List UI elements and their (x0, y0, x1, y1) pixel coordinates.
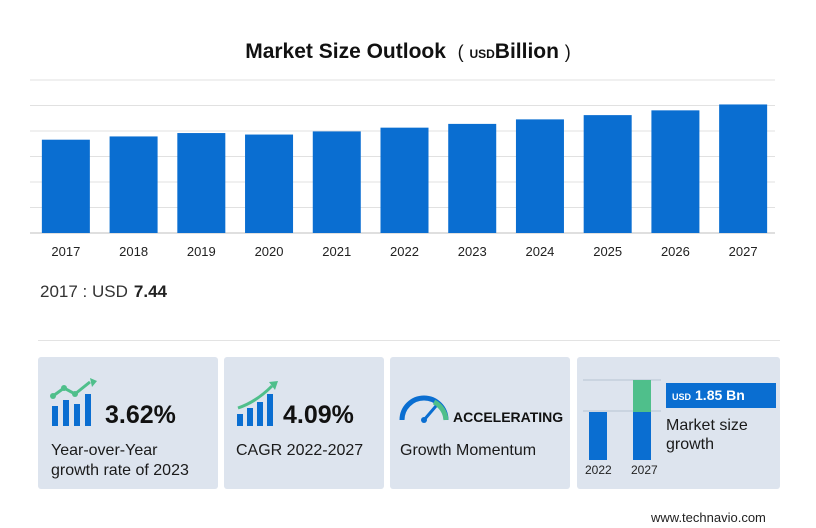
mini-year-end: 2027 (631, 463, 658, 477)
x-tick-label: 2019 (187, 244, 216, 259)
bar-2026 (651, 110, 700, 233)
x-tick-label: 2025 (593, 244, 622, 259)
base-year-value: 2017 : USD 7.44 (40, 282, 167, 302)
x-tick-label: 2018 (119, 244, 148, 259)
title-close-paren: ) (564, 42, 571, 62)
yoy-label-line2: growth rate of 2023 (51, 462, 189, 479)
increment-badge: USD 1.85 Bn (666, 383, 776, 408)
bar-2027 (719, 104, 768, 233)
x-tick-label: 2020 (255, 244, 284, 259)
bar-2025 (583, 115, 632, 233)
momentum-card (390, 357, 570, 489)
bar-2024 (515, 119, 564, 233)
bar-chart: 2017 2018 2019 2020 2021 2022 2023 2024 2025 2026… (30, 79, 775, 259)
x-tick-label: 2027 (729, 244, 758, 259)
badge-prefix: USD (672, 392, 692, 402)
rising-bars-icon (237, 381, 278, 426)
title-unit-prefix: USD (469, 47, 495, 61)
growth-chart-icon (50, 378, 97, 426)
x-tick-label: 2026 (661, 244, 690, 259)
bar-2023 (448, 123, 497, 233)
mini-bar-2022 (589, 412, 607, 460)
bar-2017 (41, 139, 90, 233)
chart-title: Market Size Outlook ( USDBillion ) (0, 40, 816, 64)
base-label: 2017 : USD (40, 282, 128, 301)
x-tick-label: 2022 (390, 244, 419, 259)
yoy-value: 3.62% (105, 401, 176, 429)
bar-2019 (177, 133, 226, 233)
mini-year-start: 2022 (585, 463, 612, 477)
title-main: Market Size Outlook (245, 40, 446, 63)
base-number: 7.44 (133, 282, 167, 301)
x-tick-label: 2024 (525, 244, 554, 259)
bar-2021 (312, 131, 361, 233)
badge-value: 1.85 Bn (695, 387, 745, 403)
cagr-value: 4.09% (283, 401, 354, 429)
section-divider (38, 340, 780, 341)
speedometer-icon (399, 395, 449, 423)
bar-2018 (109, 136, 158, 233)
x-tick-label: 2021 (322, 244, 351, 259)
bar-2022 (380, 127, 429, 233)
title-open-paren: ( (457, 42, 464, 62)
x-tick-label: 2023 (458, 244, 487, 259)
mini-bar-increment (633, 380, 651, 412)
increment-mini-chart (583, 379, 661, 460)
footer-url: www.technavio.com (651, 510, 766, 525)
yoy-label-line1: Year-over-Year (51, 442, 158, 459)
increment-label-line2: growth (666, 436, 715, 453)
increment-label-line1: Market size (666, 417, 748, 434)
x-tick-label: 2017 (51, 244, 80, 259)
momentum-label: Growth Momentum (400, 442, 537, 459)
bar-2020 (245, 134, 294, 233)
mini-bar-2027 (633, 412, 651, 460)
cagr-label: CAGR 2022-2027 (236, 442, 364, 459)
increment-card (577, 357, 780, 489)
title-unit: Billion (494, 40, 559, 63)
momentum-value: ACCELERATING (453, 409, 564, 425)
